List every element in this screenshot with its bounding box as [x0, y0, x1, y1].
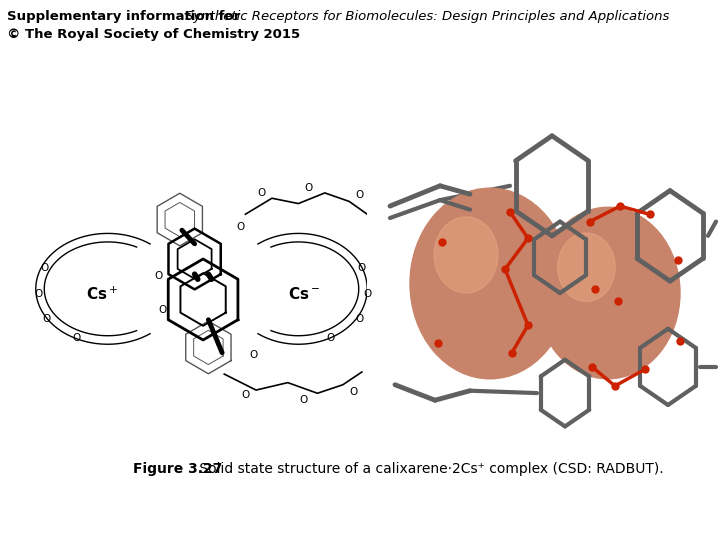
Text: O: O [356, 190, 364, 200]
Circle shape [434, 217, 498, 293]
Text: O: O [40, 262, 48, 273]
Text: Figure 3.27: Figure 3.27 [133, 462, 222, 476]
Text: Solid state structure of a calixarene·2Cs⁺ complex (CSD: RADBUT).: Solid state structure of a calixarene·2C… [195, 462, 664, 476]
Text: O: O [305, 183, 313, 193]
Text: O: O [356, 314, 364, 323]
Text: O: O [358, 262, 366, 273]
Text: O: O [72, 333, 80, 343]
Text: O: O [155, 271, 163, 281]
Text: Supplementary information for: Supplementary information for [7, 10, 245, 23]
Text: O: O [300, 395, 307, 404]
Circle shape [410, 188, 570, 379]
Text: O: O [236, 222, 244, 232]
Text: Synthetic Receptors for Biomolecules: Design Principles and Applications: Synthetic Receptors for Biomolecules: De… [185, 10, 670, 23]
Text: O: O [257, 188, 266, 198]
Text: O: O [363, 289, 372, 299]
Text: O: O [349, 387, 358, 397]
Circle shape [557, 233, 615, 302]
Text: O: O [158, 305, 167, 315]
Circle shape [536, 207, 680, 379]
Text: Cs$^-$: Cs$^-$ [287, 286, 320, 302]
Text: O: O [42, 314, 50, 323]
Text: O: O [241, 390, 250, 400]
Text: O: O [35, 289, 43, 299]
Text: O: O [326, 333, 334, 343]
Text: Cs$^+$: Cs$^+$ [86, 286, 119, 303]
Text: © The Royal Society of Chemistry 2015: © The Royal Society of Chemistry 2015 [7, 28, 300, 41]
Text: O: O [250, 350, 258, 360]
